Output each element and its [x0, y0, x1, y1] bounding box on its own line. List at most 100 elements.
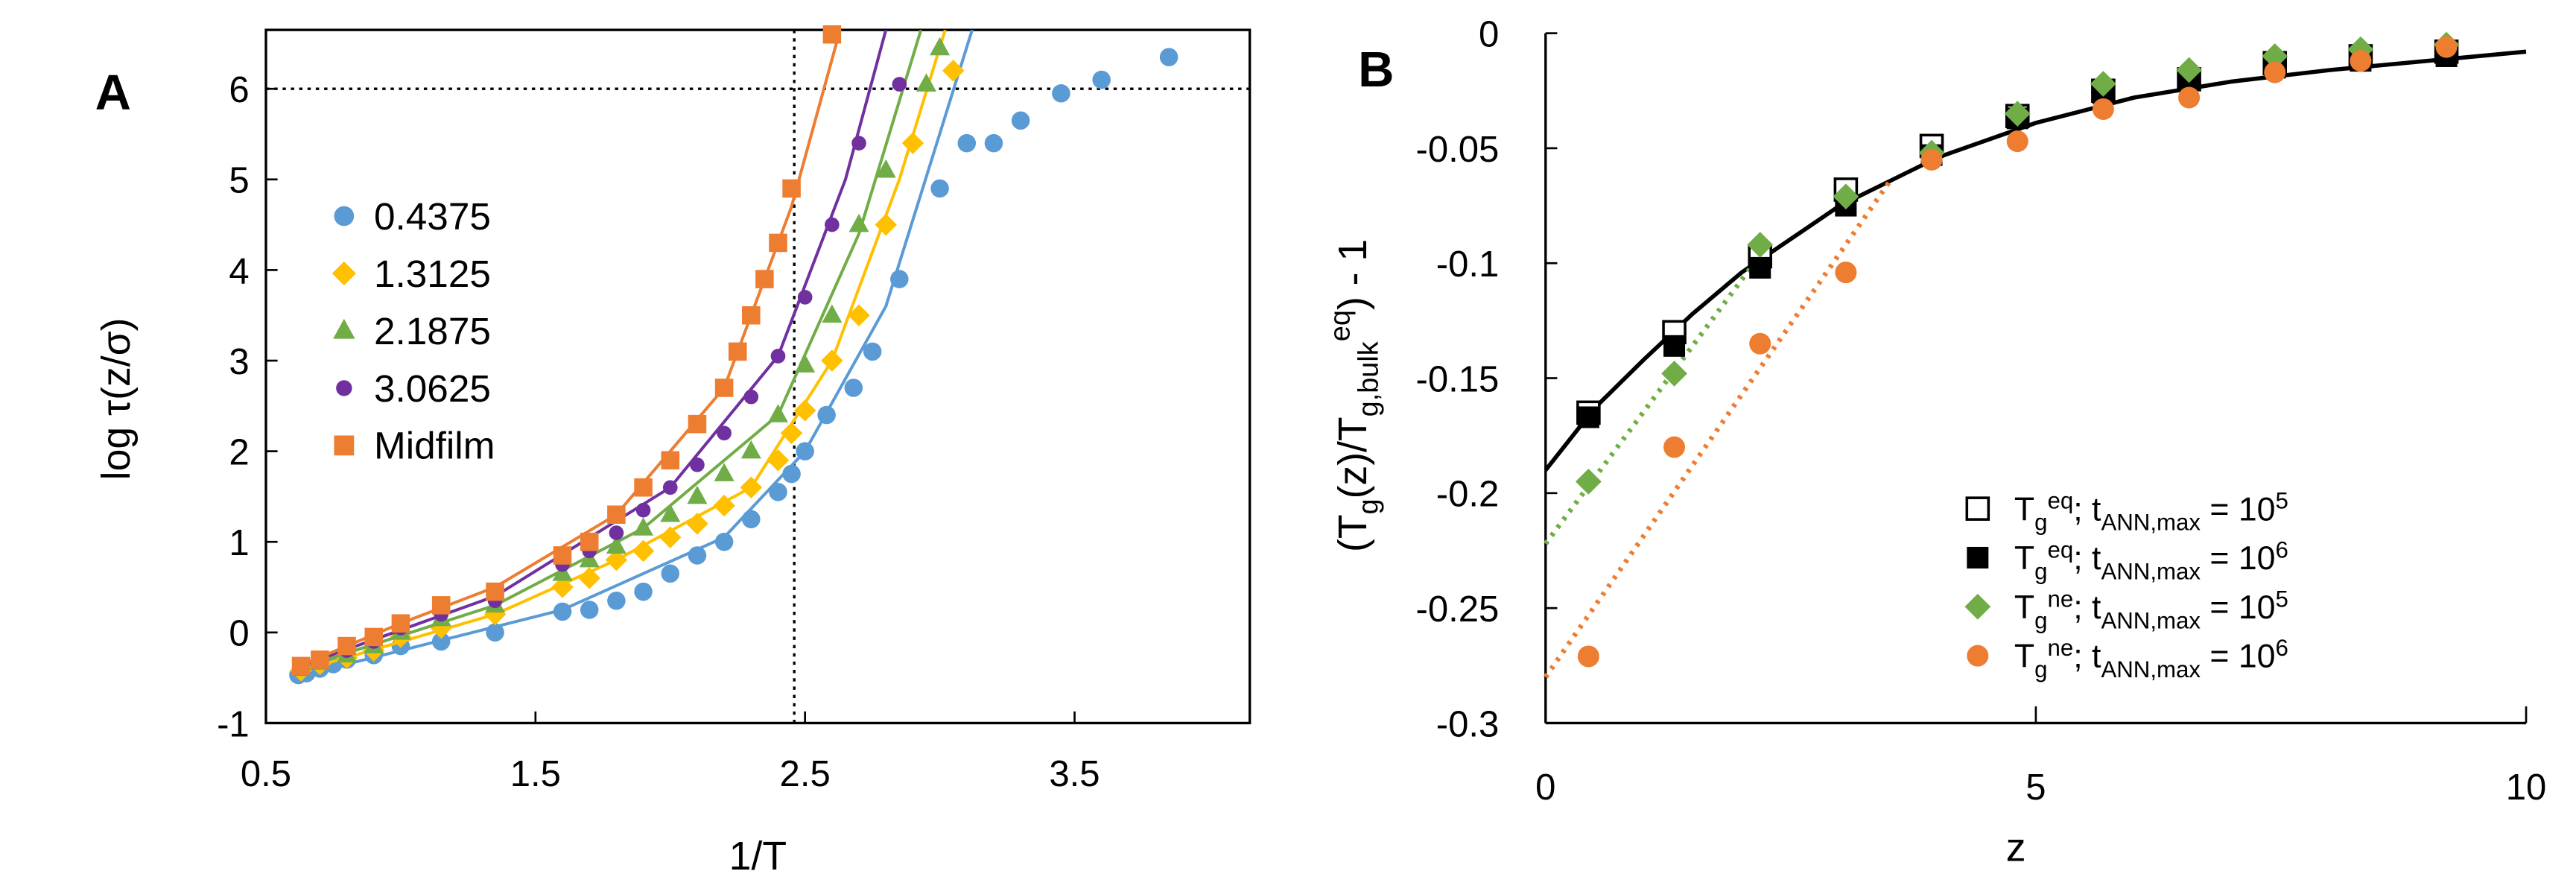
marker [1159, 48, 1178, 66]
marker [957, 133, 977, 153]
legend-label-part: = 10 [2201, 491, 2275, 528]
x-tick-label: 10 [2506, 767, 2547, 808]
marker [633, 517, 654, 536]
legend-label: Tgne; tANN,max = 106 [2014, 635, 2288, 683]
fit-line [1544, 181, 1891, 679]
marker [822, 304, 843, 323]
legend-label-part: = 10 [2201, 540, 2275, 577]
panel-label: B [1358, 42, 1394, 98]
legend-label-part: g [2034, 558, 2047, 584]
marker [930, 37, 951, 56]
marker [822, 25, 842, 44]
y-tick-label: -0.3 [1436, 704, 1500, 744]
marker [901, 132, 924, 154]
legend-label-part: ; t [2073, 540, 2101, 577]
legend-marker [1967, 546, 1989, 569]
x-tick-label: 5 [2025, 767, 2046, 808]
y-axis-label: log τ(z/σ) [95, 318, 139, 481]
marker [391, 614, 410, 633]
marker [688, 546, 707, 565]
y-tick-label: -0.25 [1415, 589, 1499, 630]
y-tick-label: 6 [229, 70, 249, 110]
marker [851, 136, 866, 151]
marker [1092, 70, 1111, 89]
marker [782, 464, 801, 484]
marker [609, 525, 624, 540]
marker [1575, 468, 1602, 495]
legend-label: 0.4375 [374, 195, 491, 238]
marker [1663, 335, 1686, 357]
marker [780, 422, 803, 445]
marker [659, 526, 682, 548]
marker [686, 513, 708, 535]
marker [486, 582, 504, 601]
y-axis-label-part: (z)/T [1331, 417, 1375, 498]
marker [580, 601, 599, 619]
marker [796, 442, 814, 460]
legend-marker [334, 206, 355, 227]
marker [2264, 61, 2286, 83]
marker [769, 233, 787, 253]
marker [942, 60, 965, 82]
legend-marker [1964, 593, 1991, 620]
fit-line [1544, 238, 1774, 545]
marker [795, 354, 816, 373]
marker [875, 213, 897, 236]
legend-label-part: ANN,max [2101, 558, 2201, 584]
fit-line [1544, 49, 2527, 472]
y-axis-label-part: (T [1331, 514, 1375, 552]
fit-line [292, 30, 888, 671]
marker [984, 133, 1003, 153]
legend-label-part: 5 [2275, 586, 2288, 612]
marker [892, 77, 907, 92]
legend-label-part: ANN,max [2101, 510, 2201, 536]
marker [1577, 406, 1599, 428]
x-axis-label: 1/T [729, 835, 787, 874]
marker [1749, 256, 1771, 279]
legend-label-part: eq [2048, 536, 2074, 563]
legend-label-part: T [2014, 589, 2034, 626]
marker [337, 636, 356, 656]
legend-marker [331, 261, 356, 286]
marker [606, 535, 626, 554]
marker [1749, 332, 1771, 355]
marker [605, 548, 628, 571]
marker [848, 304, 870, 326]
marker [634, 582, 653, 601]
marker [2350, 50, 2372, 72]
marker [717, 425, 732, 441]
marker [769, 483, 787, 501]
marker [793, 399, 816, 422]
marker [740, 476, 763, 498]
plot-frame [264, 28, 1251, 725]
y-axis-label-part: g,bulk [1353, 341, 1384, 417]
y-tick-label: 0 [1479, 14, 1499, 54]
marker [743, 389, 759, 405]
marker [661, 564, 680, 583]
x-tick-label: 0 [1535, 767, 1555, 808]
legend-label-part: 6 [2275, 635, 2288, 661]
marker [635, 502, 651, 518]
legend-marker [336, 380, 352, 396]
legend-label-part: ; t [2073, 639, 2101, 675]
legend-label: 1.3125 [374, 253, 491, 295]
y-tick-label: -0.2 [1436, 475, 1500, 515]
marker [782, 179, 801, 198]
y-axis-label-part: ) - 1 [1331, 239, 1375, 310]
marker [580, 532, 599, 551]
marker [1833, 183, 1859, 210]
marker [742, 510, 761, 529]
marker [311, 650, 329, 669]
marker [291, 656, 311, 676]
marker [661, 451, 680, 470]
marker [690, 457, 705, 472]
x-tick-label: 2.5 [780, 754, 831, 794]
legend-label-part: g [2034, 607, 2047, 633]
x-tick-label: 3.5 [1049, 754, 1100, 794]
marker [2262, 43, 2288, 69]
marker [1663, 436, 1686, 458]
legend-label-part: ANN,max [2101, 607, 2201, 633]
legend-label: Tgne; tANN,max = 105 [2014, 586, 2288, 633]
legend-label-part: ne [2048, 586, 2074, 612]
